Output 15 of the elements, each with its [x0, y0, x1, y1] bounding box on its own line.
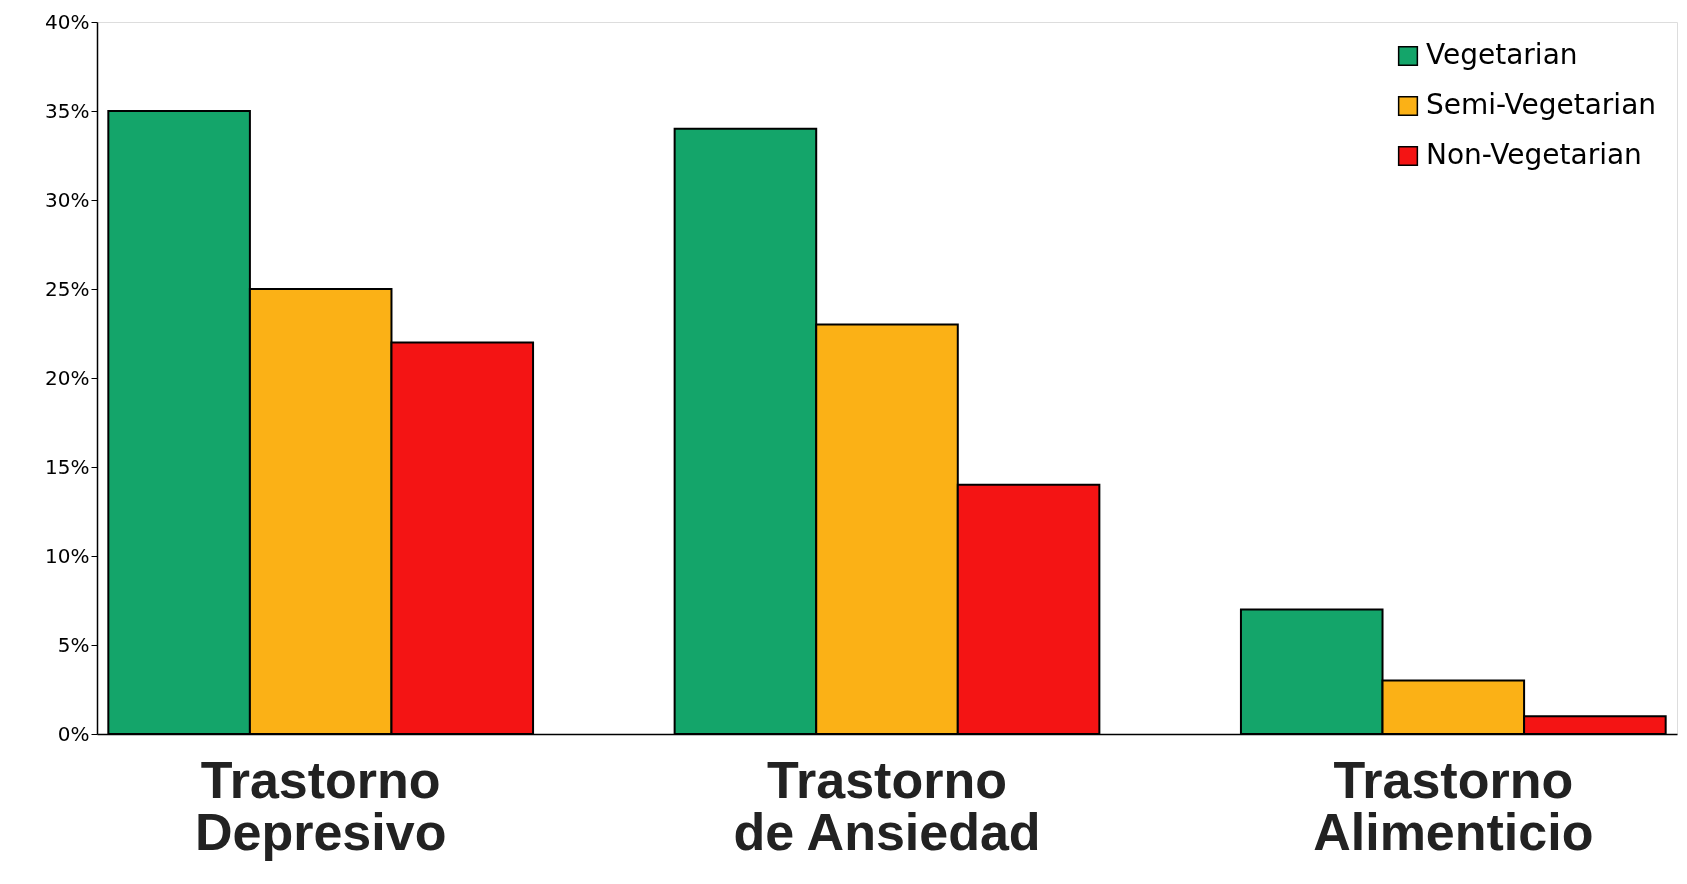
- y-tick-label: 35%: [45, 98, 90, 123]
- y-tick-label: 20%: [45, 365, 90, 390]
- y-tick-label: 5%: [57, 632, 90, 657]
- y-tick-label: 25%: [45, 276, 90, 301]
- legend-label: Vegetarian: [1426, 38, 1578, 71]
- x-tick-label: Trastorno Depresivo: [194, 750, 447, 861]
- x-tick-label: Trastorno de Ansiedad: [733, 750, 1041, 861]
- y-tick-label: 10%: [45, 543, 90, 568]
- x-tick-label: Trastorno Alimenticio: [1313, 750, 1594, 861]
- legend-label: Non-Vegetarian: [1426, 138, 1642, 171]
- legend-label: Semi-Vegetarian: [1426, 88, 1657, 121]
- y-tick-label: 40%: [45, 9, 90, 34]
- y-tick-label: 15%: [45, 454, 90, 479]
- y-tick-label: 30%: [45, 187, 90, 212]
- y-tick-label: 0%: [57, 721, 90, 746]
